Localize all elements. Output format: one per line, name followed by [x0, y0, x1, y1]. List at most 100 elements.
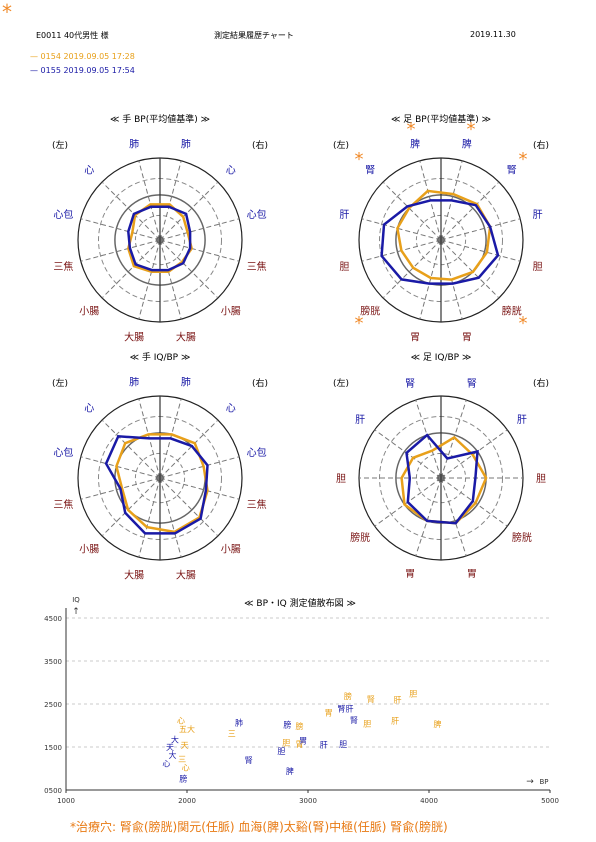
radar-spoke: [80, 456, 161, 479]
radar-title: ≪ 足 IQ/BP ≫: [411, 352, 472, 363]
axis-label: 肺: [181, 376, 191, 388]
axis-label: 肝: [339, 209, 349, 221]
x-tick-label: 1000: [57, 797, 75, 805]
y-axis-label: IQ: [72, 596, 80, 604]
scatter-point-0154: 膀: [296, 721, 304, 731]
radar-spoke: [361, 218, 442, 241]
axis-label: 胃: [467, 568, 477, 580]
axis-label: 心: [84, 164, 94, 176]
treatment-points: *治療穴: 腎兪(膀胱)関元(任脈) 血海(脾)太谿(腎)中極(任脈) 腎兪(膀…: [70, 820, 448, 834]
x-tick-label: 2000: [178, 797, 196, 805]
radar-spoke: [159, 419, 219, 479]
legend-line-orange: —: [30, 52, 38, 61]
x-tick-label: 3000: [299, 797, 317, 805]
legend-item-0155: — 0155 2019.09.05 17:54: [30, 66, 135, 75]
axis-label: 胆: [536, 473, 546, 485]
scatter-point-0154: 五大: [179, 724, 195, 734]
side-label-right: (右): [252, 139, 268, 151]
scatter-point-0155: 肺: [235, 719, 243, 728]
scatter-point-0154: 脾: [433, 719, 441, 729]
radar-spoke: [440, 429, 508, 479]
radar-spoke: [101, 181, 161, 241]
series-0154-line: [127, 203, 194, 273]
corner-star-mark: *: [2, 0, 12, 24]
scatter-point-0154: 胆: [363, 719, 371, 728]
radar-spoke: [440, 477, 508, 527]
star-mark: *: [519, 313, 528, 334]
y-tick-label: 4500: [44, 615, 62, 623]
axis-label: 心包: [247, 208, 267, 221]
axis-label: 脾: [462, 137, 472, 150]
series-0155-line: [380, 199, 500, 285]
radar-spoke: [440, 181, 500, 241]
legend-item-0154: — 0154 2019.09.05 17:28: [30, 52, 135, 61]
axis-label: 胃: [462, 332, 472, 344]
y-tick-label: 3500: [44, 658, 62, 666]
side-label-left: (左): [52, 377, 68, 389]
axis-label: 心: [84, 402, 94, 414]
axis-label: 小腸: [79, 544, 99, 556]
scatter-point-0155: 胆: [277, 747, 285, 756]
side-label-right: (右): [252, 377, 268, 389]
scatter-point-0155: 心: [162, 759, 170, 768]
x-axis-label: BP: [539, 778, 548, 786]
axis-label: 心: [226, 164, 236, 176]
star-mark: *: [406, 119, 415, 140]
axis-label: 心包: [53, 446, 73, 459]
scatter-point-0155: 腎: [350, 716, 358, 725]
axis-label: 肝: [355, 414, 365, 426]
axis-label: 三焦: [247, 260, 267, 273]
scatter-point-0154: 肝: [394, 696, 402, 705]
scatter-point-0155: 膀: [179, 773, 187, 783]
radar-spoke: [159, 160, 182, 241]
axis-label: 胃: [410, 332, 420, 344]
radar-spoke: [159, 477, 182, 558]
scatter-point-0154: 胆: [282, 739, 290, 748]
side-label-right: (右): [533, 377, 549, 389]
scatter-point-0155: 肝: [320, 740, 328, 749]
axis-label: 膀胱: [502, 305, 522, 318]
axis-label: 小腸: [221, 306, 241, 318]
scatter-point-0154: 腎: [367, 695, 375, 704]
axis-label: 三焦: [53, 260, 73, 273]
radar-spoke: [440, 218, 521, 241]
scatter-point-0154: 三: [178, 755, 186, 764]
scatter-point-0154: 心: [182, 764, 190, 773]
radar-spoke: [440, 239, 500, 299]
scatter-point-0155: 脾: [286, 766, 294, 776]
scatter-point-0155: 膀: [283, 720, 291, 730]
series-0154-line: [396, 189, 492, 281]
radar-spoke: [159, 218, 240, 241]
scatter-chart-bp-iq: ≪ BP・IQ 測定値散布図 ≫ 0500 1500 2500 3500 4500 1000…: [30, 592, 570, 812]
scatter-point-0154: 心: [177, 716, 185, 725]
radar-spoke: [80, 239, 161, 262]
axis-label: 腎: [405, 378, 415, 390]
axis-label: 大腸: [176, 569, 196, 582]
side-label-left: (左): [52, 139, 68, 151]
axis-label: 腎: [507, 164, 517, 176]
axis-label: 肺: [129, 138, 139, 150]
legend-label-blue: 0155 2019.09.05 17:54: [40, 66, 135, 75]
star-mark: *: [467, 119, 476, 140]
radar-spoke: [440, 239, 521, 262]
scatter-point-0155: 胆: [339, 740, 347, 749]
scatter-point-0154: 胃: [296, 740, 304, 749]
radar-chart-foot-bp: ≪ 足 BP(平均値基準) ≫ (左) (右) 脾 * 腎 * 肝胆膀胱 * 胃胃膀胱 * 胆肝腎 * 脾…: [316, 110, 566, 350]
scatter-point-0154: 肝: [391, 716, 399, 725]
axis-label: 腎: [365, 164, 375, 176]
radar-spoke: [159, 239, 240, 262]
axis-label: 大腸: [124, 569, 144, 582]
axis-label: 三焦: [247, 498, 267, 511]
axis-label: 心: [226, 402, 236, 414]
page-title: 測定結果履歴チャート: [214, 31, 294, 40]
radar-spoke: [159, 477, 240, 500]
radar-spoke: [382, 181, 442, 241]
radar-spoke: [419, 239, 442, 320]
scatter-point-0154: 三: [228, 729, 236, 738]
axis-label: 肺: [181, 138, 191, 150]
radar-spoke: [101, 477, 161, 537]
star-mark: *: [354, 313, 363, 334]
